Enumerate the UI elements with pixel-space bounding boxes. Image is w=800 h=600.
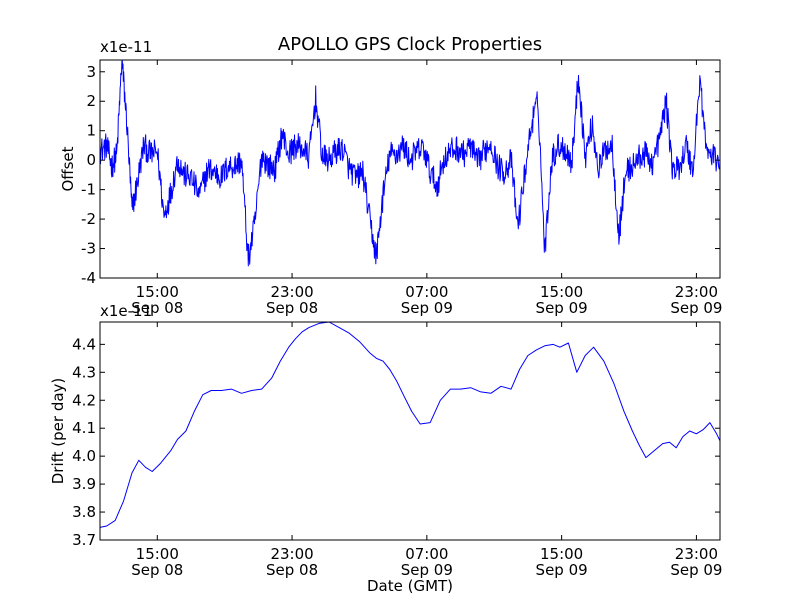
drift-x-axis-label: Date (GMT) [367, 577, 453, 595]
drift-y-tick-label: 4.3 [72, 363, 96, 381]
offset-x-tick-time-label: 15:00 [136, 283, 179, 301]
offset-y-tick-label: 3 [86, 63, 96, 81]
offset-y-tick-label: -1 [81, 181, 96, 199]
offset-x-tick-time-label: 23:00 [270, 283, 313, 301]
drift-x-tick-time-label: 07:00 [405, 545, 448, 563]
drift-x-tick-date-label: Sep 08 [266, 561, 318, 579]
offset-series-line [99, 60, 721, 267]
drift-x-tick-date-label: Sep 09 [536, 561, 588, 579]
offset-panel: APOLLO GPS Clock Properties x1e-11 Offse… [59, 34, 722, 317]
offset-marks [99, 60, 721, 267]
drift-y-tick-label: 3.7 [72, 531, 96, 549]
offset-y-axis-label: Offset [59, 146, 77, 191]
drift-y-tick-label: 4.4 [72, 335, 96, 353]
drift-y-tick-label: 4.2 [72, 391, 96, 409]
offset-plot-frame [99, 59, 721, 279]
offset-y-tick-label: 2 [86, 92, 96, 110]
drift-x-tick-time-label: 15:00 [136, 545, 179, 563]
offset-y-tick-label: 1 [86, 122, 96, 140]
drift-scale-note: x1e-11 [100, 302, 152, 320]
drift-x-tick-time-label: 23:00 [270, 545, 313, 563]
offset-x-tick-time-label: 07:00 [405, 283, 448, 301]
drift-y-axis-label: Drift (per day) [49, 378, 67, 485]
offset-x-tick-date-label: Sep 08 [266, 299, 318, 317]
offset-x-tick-date-label: Sep 08 [131, 299, 183, 317]
offset-x-tick-time-label: 23:00 [675, 283, 718, 301]
offset-x-tick-date-label: Sep 09 [670, 299, 722, 317]
offset-x-tick-date-label: Sep 09 [401, 299, 453, 317]
offset-x-tick-date-label: Sep 09 [536, 299, 588, 317]
drift-panel: x1e-11 Drift (per day) Date (GMT) 3.7 3.8… [49, 302, 722, 595]
offset-scale-note: x1e-11 [100, 38, 152, 56]
offset-y-tick-label: 0 [86, 151, 96, 169]
drift-x-tick-time-label: 15:00 [540, 545, 583, 563]
drift-y-tick-label: 3.8 [72, 503, 96, 521]
offset-x-tick-time-label: 15:00 [540, 283, 583, 301]
offset-y-tick-label: -2 [81, 210, 96, 228]
drift-y-tick-label: 4.1 [72, 419, 96, 437]
drift-x-tick-date-label: Sep 09 [401, 561, 453, 579]
drift-x-tick-time-label: 23:00 [675, 545, 718, 563]
offset-y-tick-label: -4 [81, 269, 96, 287]
chart-title: APOLLO GPS Clock Properties [278, 34, 542, 55]
drift-marks [99, 321, 721, 528]
drift-plot-frame [99, 321, 721, 541]
drift-series-line [99, 321, 721, 528]
drift-x-tick-date-label: Sep 09 [670, 561, 722, 579]
offset-y-tick-label: -3 [81, 240, 96, 258]
drift-x-tick-date-label: Sep 08 [131, 561, 183, 579]
drift-y-tick-label: 4.0 [72, 447, 96, 465]
drift-y-tick-label: 3.9 [72, 475, 96, 493]
